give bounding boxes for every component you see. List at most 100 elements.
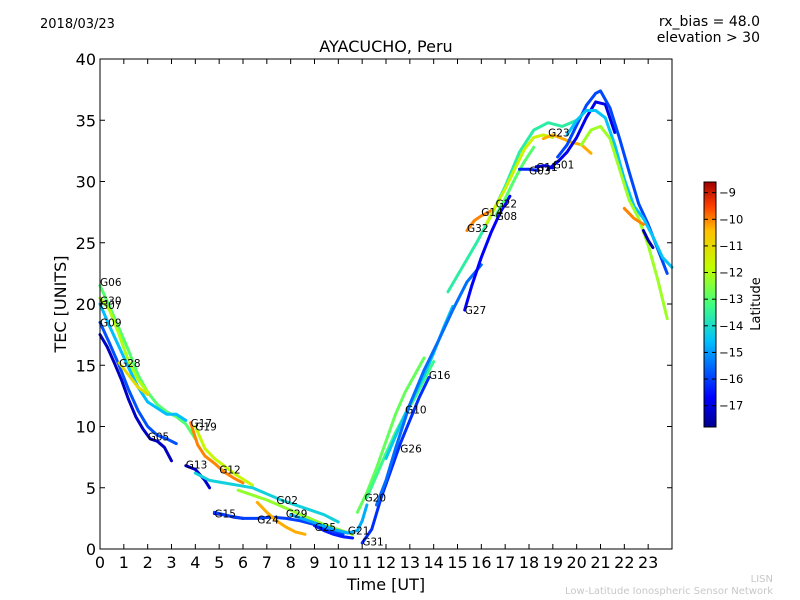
series-line-g08 bbox=[494, 145, 536, 218]
watermark-line-2: Low-Latitude Ionospheric Sensor Network bbox=[565, 586, 773, 597]
satellite-label-g10: G10 bbox=[405, 404, 427, 416]
satellite-label-g16: G16 bbox=[429, 370, 451, 382]
elevation-label: elevation > 30 bbox=[656, 30, 760, 46]
x-tick-label: 14 bbox=[423, 553, 443, 572]
y-tick-label: 0 bbox=[86, 540, 96, 559]
watermark: LISN Low-Latitude Ionospheric Sensor Net… bbox=[565, 574, 773, 598]
satellite-label-g19: G19 bbox=[195, 422, 217, 434]
series-line-track-31 bbox=[565, 109, 674, 269]
satellite-label-g30: G30 bbox=[100, 295, 122, 307]
series-line-g23 bbox=[541, 133, 593, 155]
watermark-line-1: LISN bbox=[750, 574, 773, 585]
x-tick-label: 15 bbox=[447, 553, 467, 572]
series-line-track-34 bbox=[641, 229, 655, 250]
y-tick-label: 30 bbox=[76, 173, 96, 192]
x-tick-label: 9 bbox=[309, 553, 319, 572]
series-line-g31 bbox=[360, 376, 431, 545]
x-tick-label: 18 bbox=[519, 553, 539, 572]
colorbar-ticks: −9 −10 −11 −12 −13 −14 −15 −16 −17 bbox=[704, 186, 743, 413]
x-tick-label: 8 bbox=[286, 553, 296, 572]
y-axis: 0 5 10 15 20 25 30 35 40 bbox=[76, 50, 672, 559]
x-tick-label: 16 bbox=[471, 553, 491, 572]
colorbar-tick-label: −16 bbox=[719, 372, 743, 386]
x-tick-label: 5 bbox=[214, 553, 224, 572]
satellite-label-g14: G14 bbox=[481, 207, 503, 219]
x-tick-label: 2 bbox=[143, 553, 153, 572]
series-line-track-33 bbox=[622, 206, 645, 226]
series-line-g12 bbox=[193, 471, 340, 524]
x-tick-label: 20 bbox=[566, 553, 586, 572]
x-axis: 0 1 2 3 4 5 6 7 8 9 10 11 12 13 14 15 16 17 18 19 20 21 22 23 bbox=[95, 59, 658, 572]
satellite-label-g13: G13 bbox=[186, 460, 208, 472]
series-line-g17 bbox=[189, 421, 245, 485]
x-tick-label: 11 bbox=[352, 553, 372, 572]
series-line-g22 bbox=[484, 133, 555, 226]
y-tick-label: 5 bbox=[86, 479, 96, 498]
colorbar-tick-label: −11 bbox=[719, 239, 743, 253]
series-line-g03 bbox=[518, 167, 540, 172]
x-tick-label: 13 bbox=[400, 553, 420, 572]
series-line-g07 bbox=[98, 302, 188, 422]
satellite-label-g20: G20 bbox=[365, 493, 387, 505]
colorbar-label: Latitude bbox=[749, 277, 764, 331]
satellite-label-g25: G25 bbox=[315, 522, 337, 534]
x-tick-label: 1 bbox=[119, 553, 129, 572]
satellite-label-g01: G01 bbox=[553, 159, 575, 171]
x-tick-label: 12 bbox=[376, 553, 396, 572]
satellite-label-g31: G31 bbox=[362, 537, 384, 549]
colorbar-tick-label: −9 bbox=[719, 186, 736, 200]
satellite-label-g29: G29 bbox=[286, 509, 308, 521]
y-tick-label: 40 bbox=[76, 50, 96, 69]
satellite-label-g05: G05 bbox=[148, 431, 170, 443]
y-tick-label: 15 bbox=[76, 356, 96, 375]
satellite-label-g11: G11 bbox=[536, 162, 558, 174]
y-tick-label: 35 bbox=[76, 111, 96, 130]
satellite-label-g15: G15 bbox=[214, 509, 236, 521]
satellite-label-g26: G26 bbox=[400, 444, 422, 456]
satellite-label-g22: G22 bbox=[496, 199, 517, 211]
satellite-label-g17: G17 bbox=[191, 418, 213, 430]
y-tick-label: 20 bbox=[76, 295, 96, 314]
y-tick-label: 25 bbox=[76, 234, 96, 253]
x-tick-label: 7 bbox=[262, 553, 272, 572]
colorbar-tick-label: −15 bbox=[719, 345, 743, 359]
satellite-label-g12: G12 bbox=[219, 464, 241, 476]
satellite-label-g09: G09 bbox=[100, 317, 122, 329]
satellite-label-g21: G21 bbox=[348, 526, 370, 538]
series-line-g02 bbox=[236, 488, 355, 536]
series-line-g01 bbox=[546, 100, 617, 171]
series-line-g05 bbox=[98, 333, 173, 463]
colorbar-tick-label: −17 bbox=[719, 399, 743, 413]
satellite-label-g32: G32 bbox=[467, 223, 489, 235]
x-tick-label: 6 bbox=[238, 553, 248, 572]
colorbar-tick-label: −14 bbox=[719, 319, 743, 333]
colorbar-tick-label: −12 bbox=[719, 266, 743, 280]
x-axis-label: Time [UT] bbox=[346, 575, 425, 594]
receiver-info: rx_bias = 48.0 elevation > 30 bbox=[657, 14, 760, 46]
x-tick-label: 4 bbox=[190, 553, 200, 572]
colorbar-tick-label: −13 bbox=[719, 292, 743, 306]
x-tick-label: 19 bbox=[543, 553, 563, 572]
x-tick-label: 21 bbox=[590, 553, 610, 572]
y-axis-label: TEC [UNITS] bbox=[51, 256, 70, 354]
satellite-label-g03: G03 bbox=[529, 166, 551, 178]
satellite-label-g27: G27 bbox=[465, 305, 487, 317]
series-line-g30 bbox=[98, 296, 150, 394]
x-tick-label: 23 bbox=[638, 553, 658, 572]
y-tick-label: 10 bbox=[76, 418, 96, 437]
chart-title: AYACUCHO, Peru bbox=[319, 37, 453, 56]
satellite-label-g24: G24 bbox=[257, 515, 279, 527]
series-line-g14 bbox=[446, 118, 579, 294]
series-line-g27 bbox=[463, 194, 512, 312]
series-line-g28 bbox=[117, 361, 150, 397]
series-line-g21 bbox=[289, 503, 369, 535]
satellite-label-g07: G07 bbox=[100, 300, 122, 312]
satellite-label-g28: G28 bbox=[119, 358, 141, 370]
series-line-g25 bbox=[313, 524, 355, 540]
satellite-label-g23: G23 bbox=[548, 128, 570, 140]
series-line-g32 bbox=[465, 209, 493, 232]
x-tick-label: 17 bbox=[495, 553, 515, 572]
series-line-g09 bbox=[98, 320, 178, 446]
